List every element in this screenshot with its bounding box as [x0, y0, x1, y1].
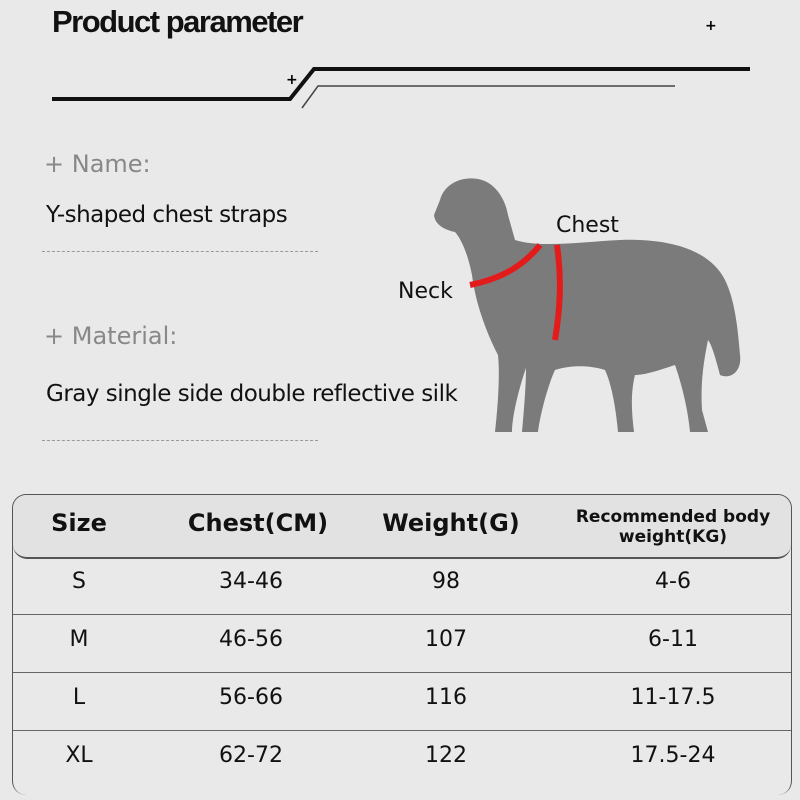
- cell-size: S: [72, 569, 86, 594]
- cell-size: L: [72, 685, 86, 710]
- cell-weight: 116: [425, 685, 467, 710]
- name-label: + Name:: [44, 150, 151, 178]
- table-row: M 46-56 107 6-11: [13, 615, 791, 673]
- dog-silhouette: [434, 178, 741, 432]
- cell-size: XL: [65, 743, 93, 768]
- header-recommended-weight: Recommended body weight(KG): [575, 507, 771, 547]
- table-row: L 56-66 116 11-17.5: [13, 673, 791, 731]
- cell-chest: 46-56: [219, 627, 283, 652]
- chest-label: Chest: [556, 213, 619, 238]
- cell-body-weight: 6-11: [648, 627, 698, 652]
- svg-text:+: +: [286, 72, 298, 88]
- neck-label: Neck: [398, 279, 453, 304]
- cell-body-weight: 17.5-24: [630, 743, 716, 768]
- cell-body-weight: 11-17.5: [630, 685, 716, 710]
- cell-chest: 62-72: [219, 743, 283, 768]
- table-row: XL 62-72 122 17.5-24: [13, 731, 791, 788]
- divider: [42, 440, 318, 441]
- cell-weight: 98: [432, 569, 460, 594]
- divider: [42, 251, 318, 252]
- header-size: Size: [51, 509, 107, 537]
- material-value: Gray single side double reflective silk: [46, 381, 458, 407]
- cell-body-weight: 4-6: [655, 569, 691, 594]
- cell-chest: 56-66: [219, 685, 283, 710]
- header-weight: Weight(G): [382, 509, 520, 537]
- header-chest: Chest(CM): [187, 509, 329, 537]
- svg-text:+: +: [705, 18, 717, 34]
- material-label: + Material:: [44, 322, 178, 350]
- cell-weight: 122: [425, 743, 467, 768]
- size-table: Size Chest(CM) Weight(G) Recommended bod…: [12, 494, 792, 795]
- cell-size: M: [69, 627, 89, 652]
- name-value: Y-shaped chest straps: [46, 202, 288, 228]
- title-decoration: + +: [52, 18, 750, 109]
- table-header: Size Chest(CM) Weight(G) Recommended bod…: [13, 495, 791, 559]
- cell-chest: 34-46: [219, 569, 283, 594]
- page-title: Product parameter: [52, 4, 304, 39]
- cell-weight: 107: [425, 627, 467, 652]
- table-row: S 34-46 98 4-6: [13, 557, 791, 615]
